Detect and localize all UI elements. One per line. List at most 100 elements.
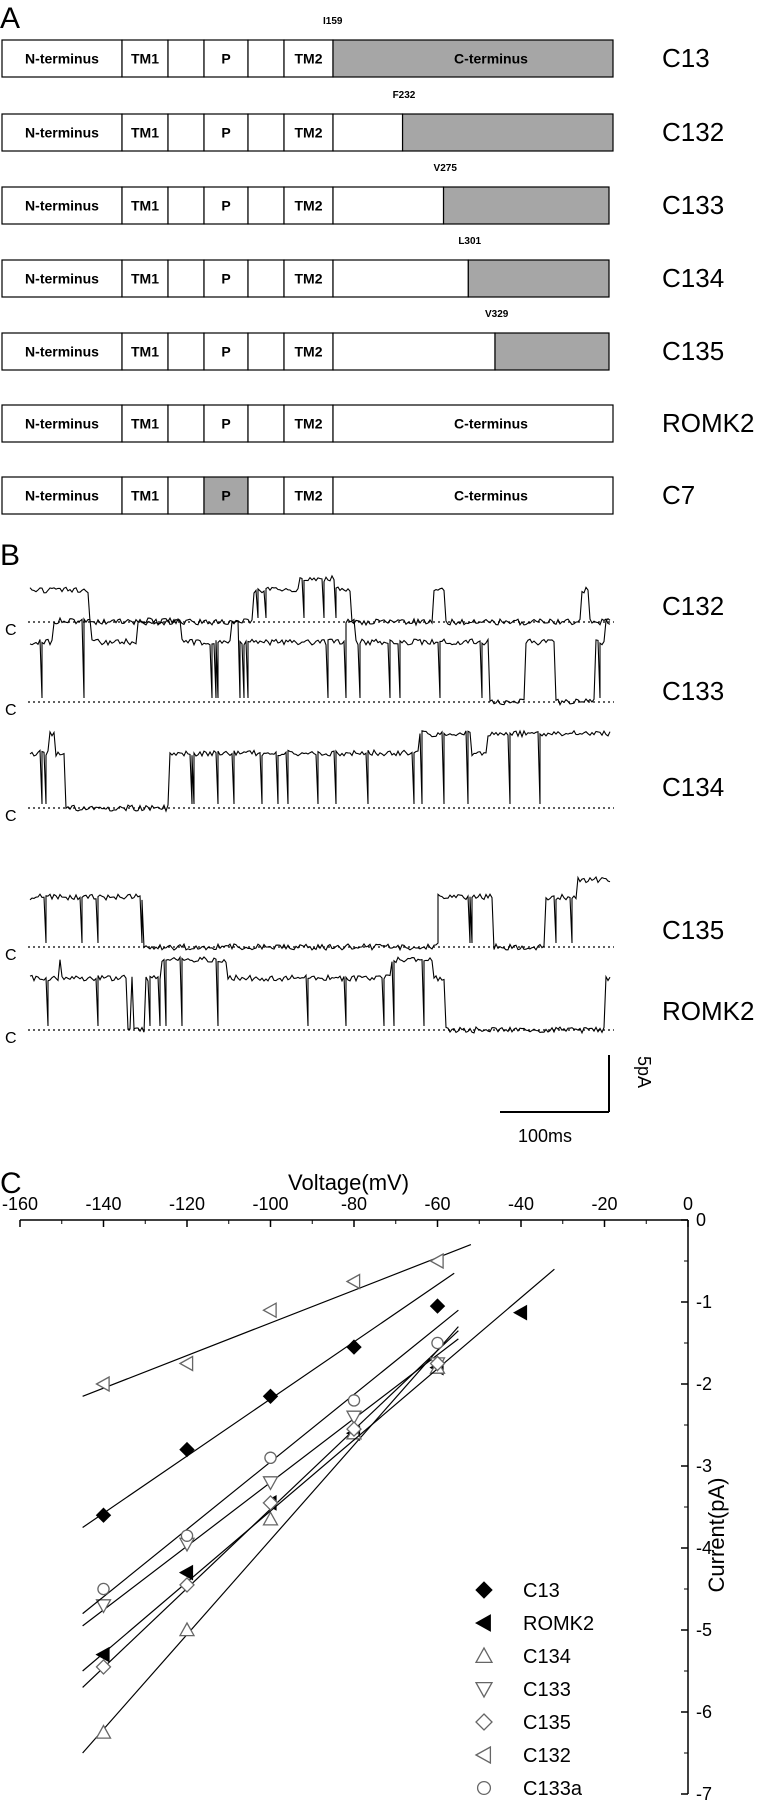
segment-c-terminus-retained bbox=[332, 332, 496, 371]
segment-label-tm1: TM1 bbox=[131, 271, 159, 287]
construct-name: C133 bbox=[662, 190, 724, 220]
data-point bbox=[262, 1494, 279, 1511]
legend-label: C134 bbox=[523, 1646, 571, 1668]
segment-c-terminus-retained bbox=[332, 259, 469, 298]
segment-p bbox=[203, 186, 249, 225]
panel-a-label: A bbox=[0, 2, 20, 35]
segment-p bbox=[203, 332, 249, 371]
segment-label-tm2: TM2 bbox=[295, 416, 323, 432]
x-tick-label: -100 bbox=[252, 1194, 288, 1214]
panel-c-label: C bbox=[0, 1167, 22, 1200]
segment-label-p: P bbox=[221, 125, 230, 141]
data-point bbox=[95, 1375, 110, 1393]
series-c135: C135 bbox=[82, 1268, 571, 1734]
data-point bbox=[262, 1388, 279, 1405]
x-tick-label: -20 bbox=[591, 1194, 617, 1214]
truncation-marker: V275 bbox=[434, 163, 458, 174]
data-point bbox=[345, 1410, 363, 1426]
data-point bbox=[264, 1451, 277, 1465]
segment-tm2 bbox=[283, 259, 334, 298]
x-tick-label: -60 bbox=[424, 1194, 450, 1214]
data-point bbox=[95, 1507, 112, 1523]
segment-n-terminus bbox=[1, 259, 123, 298]
x-tick-label: -80 bbox=[341, 1194, 367, 1214]
current-record bbox=[29, 729, 611, 813]
legend-label: C133a bbox=[523, 1778, 583, 1800]
trace-name: C133 bbox=[662, 676, 724, 706]
trace-name: ROMK2 bbox=[662, 996, 754, 1026]
data-point bbox=[429, 1298, 446, 1314]
segment-c-terminus bbox=[332, 404, 614, 443]
legend-marker bbox=[476, 1780, 492, 1796]
y-tick-label: -5 bbox=[696, 1620, 712, 1640]
segment-label-n-terminus: N-terminus bbox=[25, 51, 99, 67]
current-record bbox=[29, 616, 611, 707]
construct-c135: N-terminus TM1 P TM2 V329 C135 bbox=[1, 309, 724, 371]
fit-line bbox=[82, 1326, 459, 1754]
segment-label-tm1: TM1 bbox=[131, 344, 159, 360]
segment-c-terminus-shaded bbox=[494, 332, 610, 371]
segment-linker bbox=[247, 113, 285, 152]
truncation-marker: F232 bbox=[393, 90, 416, 101]
segment-linker bbox=[167, 186, 205, 225]
data-point bbox=[179, 1576, 195, 1593]
segment-label-n-terminus: N-terminus bbox=[25, 416, 99, 432]
data-point bbox=[95, 1599, 112, 1614]
segment-tm2 bbox=[283, 186, 334, 225]
panel-b-label: B bbox=[0, 539, 20, 572]
segment-linker bbox=[167, 39, 205, 78]
x-tick-label: -160 bbox=[2, 1194, 38, 1214]
data-point bbox=[97, 1582, 110, 1596]
segment-c-terminus-shaded bbox=[442, 186, 610, 225]
segment-c-terminus bbox=[332, 476, 614, 515]
data-point bbox=[262, 1476, 279, 1491]
segment-linker bbox=[247, 332, 285, 371]
y-tick-label: -2 bbox=[696, 1374, 712, 1394]
current-record bbox=[29, 955, 611, 1035]
fit-line bbox=[82, 1268, 555, 1672]
construct-name: C13 bbox=[662, 43, 710, 73]
legend-marker bbox=[474, 1745, 492, 1765]
legend-label: C133 bbox=[523, 1679, 571, 1701]
series-romk2: ROMK2 bbox=[82, 1304, 594, 1688]
y-tick-label: -3 bbox=[696, 1456, 712, 1476]
closed-level-label: C bbox=[5, 1030, 17, 1047]
c-terminus-label: C-terminus bbox=[454, 488, 528, 504]
legend-label: C132 bbox=[523, 1745, 571, 1767]
segment-p bbox=[203, 476, 249, 515]
construct-name: ROMK2 bbox=[662, 408, 754, 438]
scale-bar: 5pA 100ms bbox=[500, 1055, 654, 1146]
segment-linker bbox=[247, 476, 285, 515]
panel-b: B C C132 C C133 C C134 C C135 C ROMK2 5pA 100ms bbox=[0, 539, 754, 1146]
scale-current-label: 5pA bbox=[634, 1056, 654, 1088]
construct-c132: N-terminus TM1 P TM2 F232 C132 bbox=[1, 90, 724, 152]
segment-p bbox=[203, 39, 249, 78]
data-point bbox=[429, 1355, 446, 1372]
c-terminus-label: C-terminus bbox=[454, 51, 528, 67]
segment-label-tm1: TM1 bbox=[131, 488, 159, 504]
legend-label: C13 bbox=[523, 1580, 560, 1602]
segment-label-tm1: TM1 bbox=[131, 198, 159, 214]
segment-tm1 bbox=[121, 332, 169, 371]
data-point bbox=[180, 1529, 194, 1542]
segment-label-tm1: TM1 bbox=[131, 125, 159, 141]
segment-label-p: P bbox=[221, 271, 230, 287]
segment-c-terminus-shaded bbox=[467, 259, 610, 298]
data-point bbox=[346, 1421, 362, 1438]
legend-marker bbox=[474, 1681, 494, 1699]
data-point bbox=[346, 1339, 362, 1355]
series-c133a: C133a bbox=[82, 1309, 583, 1800]
segment-label-p: P bbox=[221, 416, 230, 432]
segment-c-terminus-shaded bbox=[332, 39, 614, 78]
data-point bbox=[512, 1304, 528, 1321]
segment-c-terminus-retained bbox=[332, 113, 404, 152]
y-tick-label: -6 bbox=[696, 1702, 712, 1722]
construct-c13: N-terminus TM1 P TM2 I159 C-terminus C13 bbox=[1, 16, 710, 78]
segment-label-tm2: TM2 bbox=[295, 125, 323, 141]
legend-label: ROMK2 bbox=[523, 1613, 594, 1635]
segment-n-terminus bbox=[1, 476, 123, 515]
iv-plot: -160 -140 -120 -100 -80 -60 -40 -20 00 -1 -2 -3 -4 -5… bbox=[2, 1194, 712, 1800]
x-tick-label: -120 bbox=[169, 1194, 205, 1214]
